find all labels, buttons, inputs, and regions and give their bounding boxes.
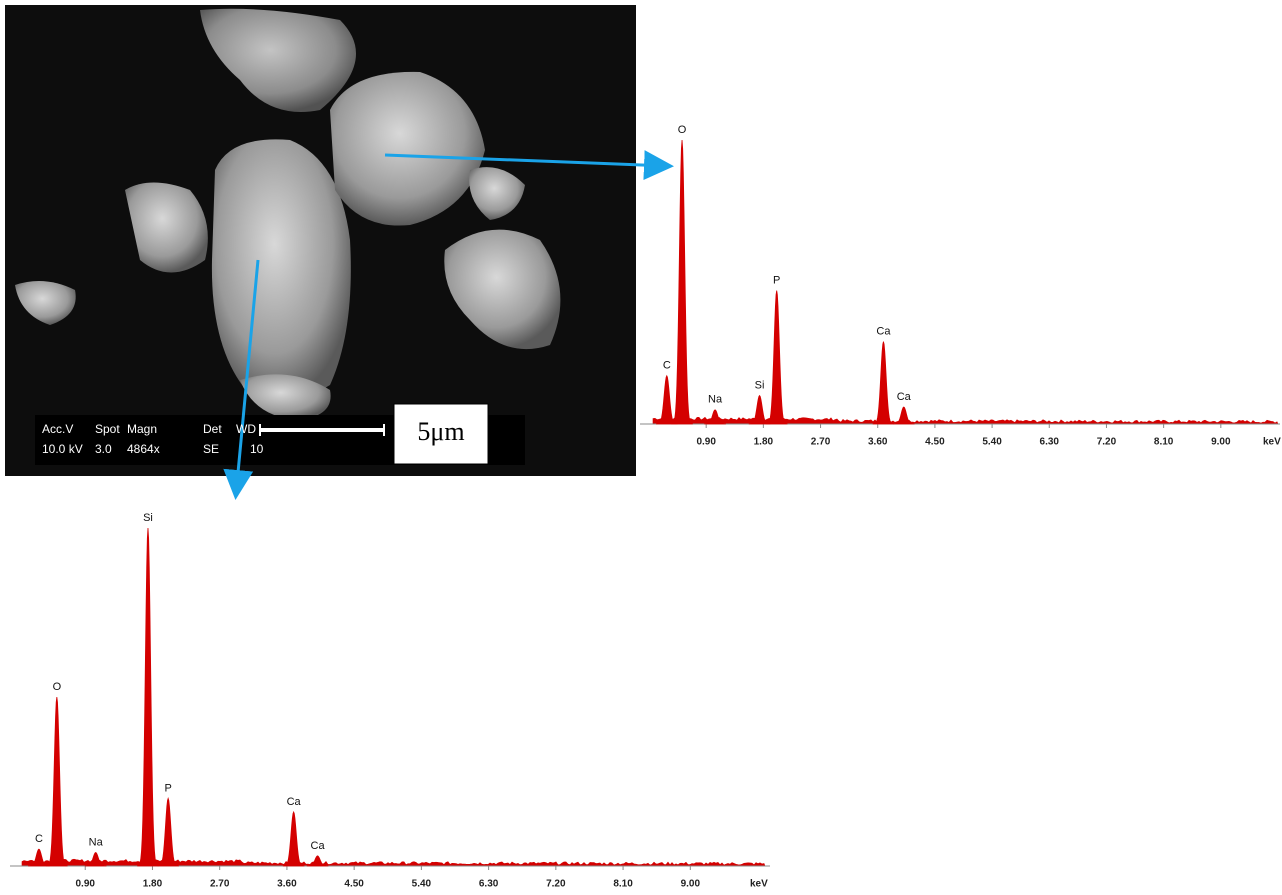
peak-label: Si — [143, 512, 153, 524]
sem-info-header: Magn — [127, 422, 157, 436]
x-tick-label: 5.40 — [412, 879, 432, 890]
x-tick-label: 6.30 — [1040, 437, 1060, 448]
x-tick-label: 0.90 — [75, 879, 95, 890]
peak-label: O — [53, 681, 62, 693]
x-axis-label: keV — [1263, 437, 1281, 448]
sem-info-header: Acc.V — [42, 422, 73, 436]
sem-info-value: 3.0 — [95, 442, 112, 456]
x-tick-label: 2.70 — [210, 879, 230, 890]
peak-label: Ca — [311, 840, 326, 852]
peak — [46, 697, 67, 866]
peak-label: C — [35, 833, 43, 845]
background-noise — [653, 417, 1278, 424]
x-tick-label: 4.50 — [344, 879, 364, 890]
peak — [766, 291, 787, 424]
peak-label: Na — [89, 836, 104, 848]
page: {"sem_image": {"info_headers": ["Acc.V",… — [0, 0, 1282, 895]
peak-label: P — [773, 274, 780, 286]
x-tick-label: 8.10 — [613, 879, 633, 890]
peak-label: Si — [755, 380, 765, 392]
x-tick-label: 7.20 — [546, 879, 566, 890]
peak — [158, 798, 179, 866]
x-tick-label: 0.90 — [696, 437, 716, 448]
sem-info-header: Spot — [95, 422, 120, 436]
figure: 5μm Acc.V Spot Magn Det WD 10.0 kV 3.0 4864x SE 1… — [0, 0, 1282, 890]
x-tick-label: 3.60 — [868, 437, 888, 448]
background-noise — [22, 859, 765, 866]
x-tick-label: 1.80 — [754, 437, 774, 448]
sem-info-value: 4864x — [127, 442, 160, 456]
peak-label: Ca — [287, 796, 302, 808]
peak-label: Ca — [897, 391, 912, 403]
peak-label: Na — [708, 394, 723, 406]
crystal — [212, 139, 351, 400]
peak — [283, 812, 304, 866]
sem-image: 5μm — [5, 5, 636, 476]
x-tick-label: 9.00 — [1211, 437, 1231, 448]
peak-label: P — [164, 782, 171, 794]
x-tick-label: 3.60 — [277, 879, 297, 890]
peak — [138, 528, 159, 866]
x-tick-label: 8.10 — [1154, 437, 1174, 448]
x-tick-label: 5.40 — [982, 437, 1002, 448]
peak-label: O — [678, 124, 687, 136]
scale-label: 5μm — [417, 417, 464, 446]
x-tick-label: 1.80 — [143, 879, 163, 890]
sem-info-header: WD — [236, 422, 256, 436]
sem-info-value: SE — [203, 442, 219, 456]
peak — [656, 376, 677, 424]
x-tick-label: 2.70 — [811, 437, 831, 448]
sem-info-value: 10.0 kV — [42, 442, 83, 456]
x-tick-label: 6.30 — [479, 879, 499, 890]
sem-info-header: Det — [203, 422, 222, 436]
x-axis-label: keV — [750, 879, 768, 890]
peak — [873, 342, 894, 424]
peak-label: Ca — [876, 326, 891, 338]
sem-info-value: 10 — [250, 442, 264, 456]
x-tick-label: 9.00 — [681, 879, 701, 890]
x-tick-label: 7.20 — [1097, 437, 1117, 448]
peak-label: C — [663, 360, 671, 372]
peak — [893, 407, 914, 424]
peak — [672, 140, 693, 424]
x-tick-label: 4.50 — [925, 437, 945, 448]
